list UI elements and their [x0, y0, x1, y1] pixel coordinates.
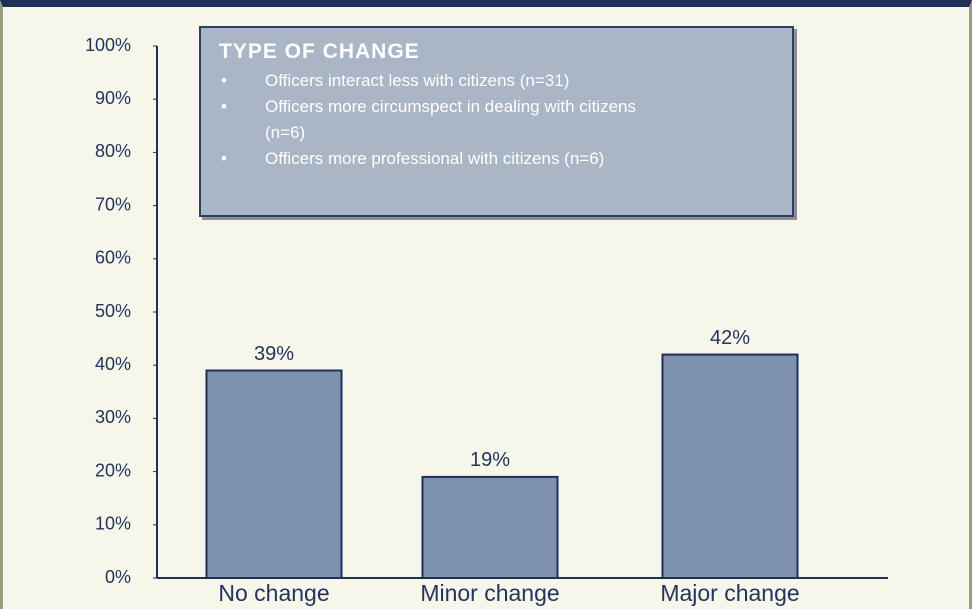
- y-tick-label: 50%: [95, 301, 131, 321]
- bar: [205, 369, 343, 579]
- annotation-item: Officers more circumspect in dealing wit…: [219, 94, 675, 146]
- annotation-title: TYPE OF CHANGE: [219, 40, 420, 63]
- x-tick-label: Minor change: [420, 580, 559, 606]
- annotation-list: Officers interact less with citizens (n=…: [219, 68, 774, 172]
- bar: [661, 353, 799, 579]
- chart: 0% 10% 20% 30% 40% 50% 60% 70% 80% 90% 100% No chan…: [85, 35, 888, 606]
- y-tick-label: 20%: [95, 460, 131, 480]
- annotation-box: TYPE OF CHANGE Officers interact less wi…: [199, 26, 794, 217]
- y-tick-label: 70%: [95, 194, 131, 214]
- annotation-item: Officers interact less with citizens (n=…: [219, 68, 675, 94]
- data-label: 19%: [470, 449, 510, 471]
- data-label: 39%: [254, 343, 294, 365]
- y-tick-label: 90%: [95, 88, 131, 108]
- annotation-item: Officers more professional with citizens…: [219, 146, 675, 172]
- y-tick-label: 80%: [95, 141, 131, 161]
- x-tick-label: Major change: [660, 580, 799, 606]
- y-tick-label: 0%: [105, 567, 131, 587]
- data-label: 42%: [710, 327, 750, 349]
- y-tick-label: 10%: [95, 514, 131, 534]
- x-tick-label: No change: [218, 580, 329, 606]
- y-tick-label: 40%: [95, 354, 131, 374]
- y-tick-label: 60%: [95, 248, 131, 268]
- y-tick-label: 30%: [95, 407, 131, 427]
- y-tick-label: 100%: [85, 35, 131, 55]
- bar: [421, 475, 559, 580]
